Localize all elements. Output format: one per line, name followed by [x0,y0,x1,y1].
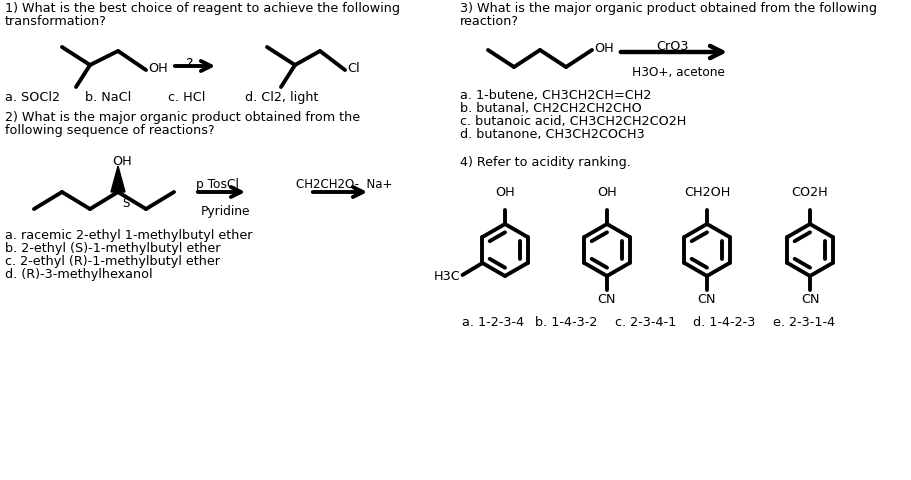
Text: CH2OH: CH2OH [684,186,731,199]
Text: CH2CH2O-  Na+: CH2CH2O- Na+ [296,178,393,191]
Text: d. 1-4-2-3: d. 1-4-2-3 [693,315,755,328]
Text: Cl: Cl [347,62,360,75]
Text: c. 2-3-4-1: c. 2-3-4-1 [615,315,676,328]
Text: 1) What is the best choice of reagent to achieve the following: 1) What is the best choice of reagent to… [5,2,400,15]
Text: b. 1-4-3-2: b. 1-4-3-2 [535,315,598,328]
Text: 3) What is the major organic product obtained from the following: 3) What is the major organic product obt… [460,2,877,15]
Text: ?: ? [186,57,194,71]
Text: OH: OH [495,186,515,199]
Text: OH: OH [594,42,614,55]
Text: b. NaCl: b. NaCl [85,91,131,104]
Text: 4) Refer to acidity ranking.: 4) Refer to acidity ranking. [460,156,631,168]
Text: CN: CN [598,292,616,305]
Text: transformation?: transformation? [5,15,107,28]
Text: d. (R)-3-methylhexanol: d. (R)-3-methylhexanol [5,267,153,280]
Text: 2) What is the major organic product obtained from the: 2) What is the major organic product obt… [5,111,360,124]
Text: CN: CN [698,292,716,305]
Text: OH: OH [597,186,617,199]
Text: reaction?: reaction? [460,15,519,28]
Polygon shape [111,167,125,192]
Text: CO2H: CO2H [792,186,828,199]
Text: H3C: H3C [434,269,460,282]
Text: c. butanoic acid, CH3CH2CH2CO2H: c. butanoic acid, CH3CH2CH2CO2H [460,115,686,128]
Text: OH: OH [148,61,168,74]
Text: e. 2-3-1-4: e. 2-3-1-4 [773,315,835,328]
Text: CrO3: CrO3 [656,40,689,53]
Text: c. HCl: c. HCl [168,91,205,104]
Text: c. 2-ethyl (R)-1-methylbutyl ether: c. 2-ethyl (R)-1-methylbutyl ether [5,254,220,267]
Text: following sequence of reactions?: following sequence of reactions? [5,124,215,137]
Text: CN: CN [801,292,819,305]
Text: d. butanone, CH3CH2COCH3: d. butanone, CH3CH2COCH3 [460,128,645,141]
Text: OH: OH [112,155,132,168]
Text: Pyridine: Pyridine [201,204,251,217]
Text: a. racemic 2-ethyl 1-methylbutyl ether: a. racemic 2-ethyl 1-methylbutyl ether [5,228,252,241]
Text: b. 2-ethyl (S)-1-methylbutyl ether: b. 2-ethyl (S)-1-methylbutyl ether [5,241,220,254]
Text: a. SOCl2: a. SOCl2 [5,91,60,104]
Text: S: S [122,197,129,210]
Text: a. 1-butene, CH3CH2CH=CH2: a. 1-butene, CH3CH2CH=CH2 [460,89,651,102]
Text: a. 1-2-3-4: a. 1-2-3-4 [462,315,524,328]
Text: p TosCl: p TosCl [196,178,239,191]
Text: H3O+, acetone: H3O+, acetone [632,66,725,79]
Text: b. butanal, CH2CH2CH2CHO: b. butanal, CH2CH2CH2CHO [460,102,641,115]
Text: d. Cl2, light: d. Cl2, light [245,91,319,104]
